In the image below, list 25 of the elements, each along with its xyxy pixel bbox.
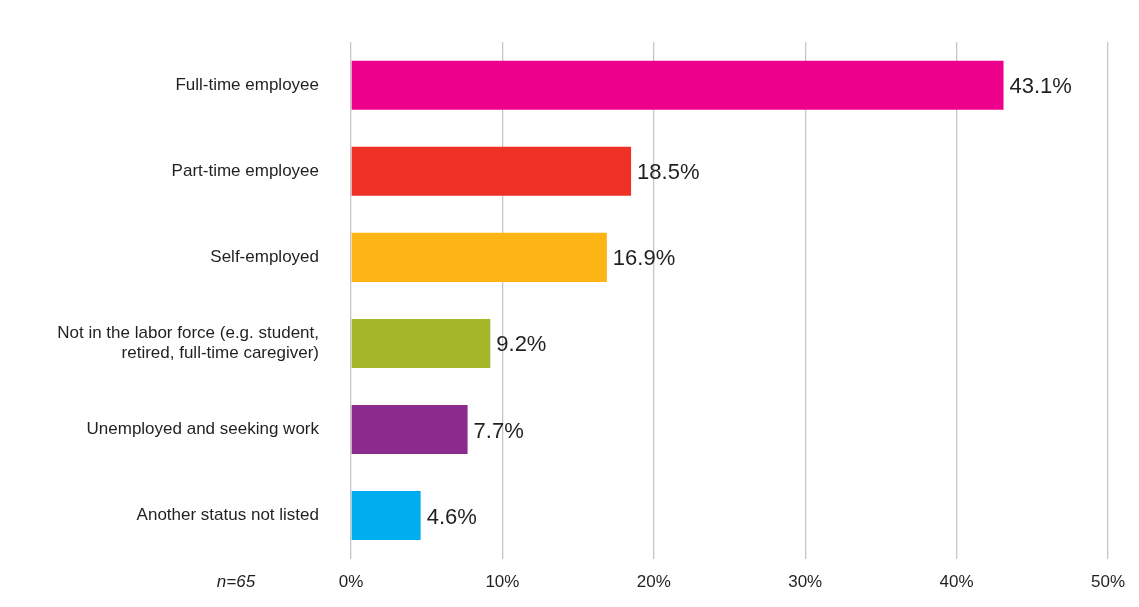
bar: [351, 318, 491, 368]
y-tick-label: Self-employed: [210, 247, 319, 267]
bar: [351, 232, 607, 282]
y-tick-label: Another status not listed: [136, 505, 319, 525]
data-label: 16.9%: [612, 245, 676, 271]
x-tick-label: 50%: [1090, 572, 1125, 592]
data-label: 43.1%: [1009, 73, 1072, 99]
x-tick-label: 40%: [939, 572, 974, 592]
x-tick-label: 0%: [338, 572, 364, 592]
data-label: 9.2%: [496, 331, 547, 357]
bar: [351, 60, 1004, 110]
y-tick-label: Unemployed and seeking work: [86, 419, 320, 439]
data-label: 7.7%: [473, 417, 524, 443]
data-label: 4.6%: [426, 503, 477, 529]
y-tick-label: Part-time employee: [171, 160, 319, 180]
x-tick-label: 30%: [788, 572, 823, 592]
bar: [351, 146, 632, 196]
bar: [351, 404, 468, 455]
bar: [351, 491, 421, 541]
y-tick-label: Not in the labor force (e.g. student, retired, full-time caregiver): [57, 322, 319, 363]
text: n=65: [216, 572, 256, 592]
data-label: 18.5%: [637, 159, 700, 185]
x-tick-label: 20%: [636, 572, 671, 592]
x-tick-label: 10%: [485, 572, 520, 592]
y-tick-label: Full-time employee: [175, 74, 319, 94]
